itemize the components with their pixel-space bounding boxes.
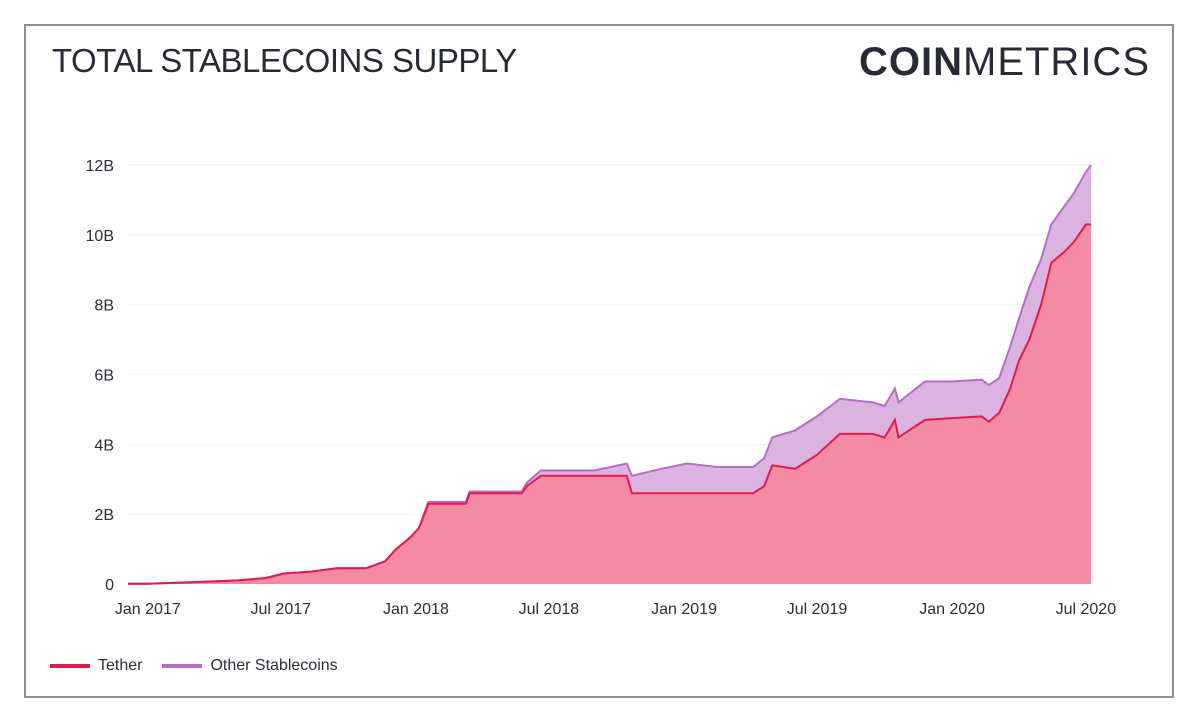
legend: Tether Other Stablecoins bbox=[50, 657, 358, 675]
x-tick-label: Jul 2020 bbox=[1056, 601, 1117, 618]
tether-line bbox=[128, 223, 1091, 585]
x-tick-label: Jul 2019 bbox=[787, 601, 848, 618]
legend-item-tether[interactable]: Tether bbox=[50, 657, 142, 675]
y-tick-label: 0 bbox=[105, 577, 114, 594]
chart-frame bbox=[24, 24, 1174, 698]
legend-item-other-stablecoins[interactable]: Other Stablecoins bbox=[162, 657, 338, 675]
x-tick-label: Jan 2018 bbox=[383, 601, 449, 618]
x-tick-label: Jul 2018 bbox=[519, 601, 580, 618]
legend-swatch bbox=[50, 664, 90, 668]
legend-label: Tether bbox=[98, 657, 143, 674]
y-tick-label: 2B bbox=[94, 507, 114, 524]
y-tick-label: 4B bbox=[94, 437, 114, 454]
legend-swatch bbox=[162, 664, 203, 668]
x-tick-label: Jul 2017 bbox=[251, 601, 312, 618]
tether-area bbox=[128, 224, 1091, 584]
y-tick-label: 10B bbox=[86, 228, 114, 245]
x-tick-label: Jan 2017 bbox=[115, 601, 181, 618]
chart-title: TOTAL STABLECOINS SUPPLY bbox=[52, 42, 517, 79]
y-tick-label: 12B bbox=[86, 158, 114, 175]
x-tick-label: Jan 2019 bbox=[651, 601, 717, 618]
y-tick-label: 6B bbox=[94, 368, 114, 385]
y-tick-label: 8B bbox=[94, 298, 114, 315]
x-tick-label: Jan 2020 bbox=[919, 601, 985, 618]
coinmetrics-logo: COINMETRICS bbox=[859, 40, 1150, 84]
legend-label: Other Stablecoins bbox=[210, 657, 338, 674]
